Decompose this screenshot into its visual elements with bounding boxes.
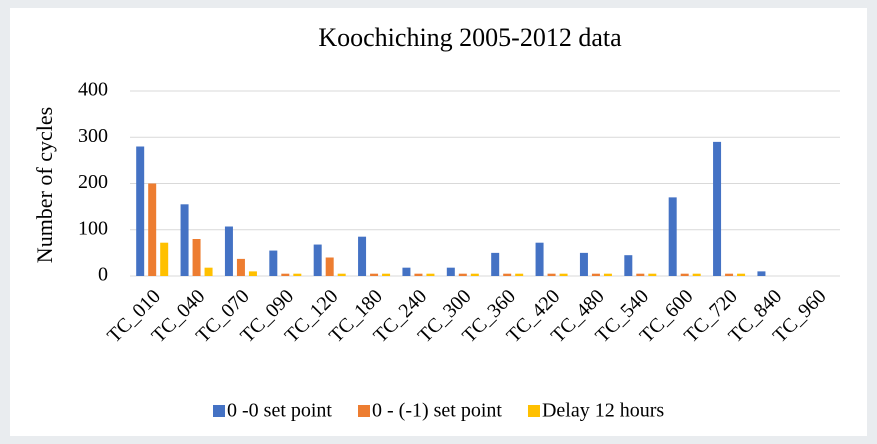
bar xyxy=(269,250,278,276)
bar xyxy=(603,273,612,276)
bar xyxy=(458,273,467,276)
bar xyxy=(402,267,411,276)
y-tick-label: 400 xyxy=(78,79,108,101)
bar xyxy=(757,271,766,276)
bar xyxy=(737,273,746,276)
bar xyxy=(426,273,435,276)
bar xyxy=(636,273,645,276)
y-tick-label: 200 xyxy=(78,171,108,193)
bar xyxy=(547,273,556,276)
bar xyxy=(491,252,500,276)
bar xyxy=(204,267,213,276)
bar xyxy=(180,204,189,276)
chart-title: Koochiching 2005-2012 data xyxy=(318,23,622,52)
y-tick-label: 100 xyxy=(78,217,108,239)
legend-label: Delay 12 hours xyxy=(542,400,664,422)
legend-label: 0 - (-1) set point xyxy=(372,400,502,422)
bar xyxy=(470,273,479,276)
bar xyxy=(370,273,379,276)
bar xyxy=(160,242,169,276)
bar xyxy=(382,273,391,276)
legend-swatch xyxy=(213,405,225,417)
bar xyxy=(136,146,145,276)
bar xyxy=(358,236,367,276)
bar xyxy=(325,257,334,276)
bar xyxy=(192,239,201,276)
bar xyxy=(293,273,302,276)
bar xyxy=(713,141,722,276)
bar xyxy=(515,273,524,276)
bar xyxy=(248,271,257,276)
legend-swatch xyxy=(358,405,370,417)
bar xyxy=(337,273,346,276)
legend-swatch xyxy=(527,405,540,417)
bar xyxy=(148,183,157,276)
bar xyxy=(414,273,423,276)
bar xyxy=(692,273,701,276)
bar xyxy=(281,273,290,276)
bar xyxy=(648,273,657,276)
bar xyxy=(559,273,568,276)
bar xyxy=(680,273,689,276)
bar xyxy=(535,242,544,276)
y-tick-label: 0 xyxy=(98,264,108,286)
bar xyxy=(236,258,245,276)
bar xyxy=(224,226,233,276)
bar xyxy=(624,255,633,276)
bar xyxy=(503,273,512,276)
y-tick-label: 300 xyxy=(78,125,108,147)
bar xyxy=(668,197,677,276)
y-axis-label: Number of cycles xyxy=(32,107,57,263)
bar xyxy=(313,244,322,276)
bar xyxy=(725,273,734,276)
bar xyxy=(579,252,588,276)
legend-label: 0 -0 set point xyxy=(227,400,332,422)
bar xyxy=(591,273,600,276)
bar xyxy=(446,267,455,276)
